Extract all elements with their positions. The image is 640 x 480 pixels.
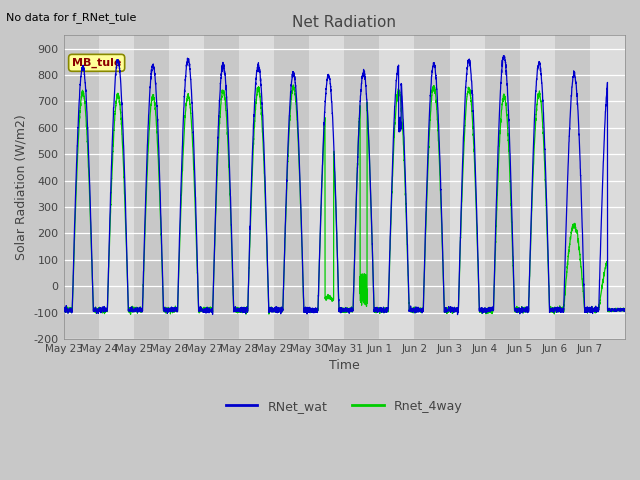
Bar: [344, 36, 380, 339]
Bar: [590, 36, 625, 339]
Bar: [274, 36, 309, 339]
Bar: [309, 36, 344, 339]
Text: MB_tule: MB_tule: [72, 58, 122, 68]
X-axis label: Time: Time: [329, 360, 360, 372]
Title: Net Radiation: Net Radiation: [292, 15, 396, 30]
Text: No data for f_RNet_tule: No data for f_RNet_tule: [6, 12, 137, 23]
Bar: [555, 36, 590, 339]
Legend: RNet_wat, Rnet_4way: RNet_wat, Rnet_4way: [221, 395, 467, 418]
Y-axis label: Solar Radiation (W/m2): Solar Radiation (W/m2): [15, 114, 28, 260]
Bar: [204, 36, 239, 339]
Bar: [134, 36, 169, 339]
Bar: [169, 36, 204, 339]
Bar: [484, 36, 520, 339]
Bar: [380, 36, 415, 339]
Bar: [239, 36, 274, 339]
Bar: [99, 36, 134, 339]
Bar: [449, 36, 484, 339]
Bar: [63, 36, 99, 339]
Bar: [520, 36, 555, 339]
Bar: [415, 36, 449, 339]
